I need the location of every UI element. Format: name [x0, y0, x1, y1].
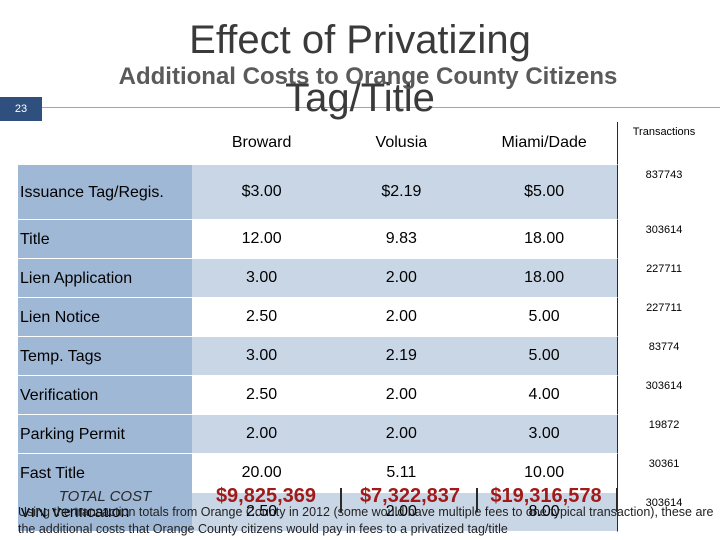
page-title-tag: Tag/Title [285, 76, 435, 120]
table-row: Temp. Tags 3.00 2.19 5.00 83774 [18, 337, 710, 376]
header-miami-dade: Miami/Dade [471, 122, 618, 165]
total-divider [340, 488, 342, 512]
total-row: TOTAL COST $9,825,369 $7,322,837 $19,316… [18, 482, 710, 512]
cell-volusia: 2.00 [331, 415, 472, 454]
cell-broward: 3.00 [191, 337, 332, 376]
table-row: Lien Application 3.00 2.00 18.00 227711 [18, 259, 710, 298]
cell-volusia: 2.19 [331, 337, 472, 376]
cell-transactions: 303614 [617, 376, 710, 415]
cell-miami-dade: 8.00 [471, 493, 618, 532]
cell-broward: 12.00 [191, 220, 332, 259]
cell-volusia: 2.00 [331, 493, 472, 532]
row-label: Issuance Tag/Regis. [18, 165, 192, 220]
row-label: Parking Permit [18, 415, 192, 454]
cell-transactions: 227711 [617, 259, 710, 298]
cell-broward: 2.00 [191, 415, 332, 454]
cell-miami-dade: 5.00 [471, 337, 618, 376]
page-title: Effect of Privatizing [189, 18, 531, 62]
header-transactions: Transactions [617, 122, 710, 165]
cell-volusia: 2.00 [331, 298, 472, 337]
fee-table: Broward Volusia Miami/Dade Transactions … [18, 122, 710, 532]
table-header-row: Broward Volusia Miami/Dade Transactions [18, 122, 710, 165]
cell-broward: 2.50 [191, 493, 332, 532]
total-divider [476, 488, 478, 512]
table-row: Title 12.00 9.83 18.00 303614 [18, 220, 710, 259]
row-label: Lien Application [18, 259, 192, 298]
cell-volusia: 2.00 [331, 376, 472, 415]
table-row: Parking Permit 2.00 2.00 3.00 19872 [18, 415, 710, 454]
cell-broward: 2.50 [191, 298, 332, 337]
cell-miami-dade: 4.00 [471, 376, 618, 415]
cell-transactions: 837743 [617, 165, 710, 220]
cell-transactions: 30361 [617, 454, 710, 493]
page-subtitle: Additional Costs to Orange County Citize… [118, 63, 618, 90]
row-label: Lien Notice [18, 298, 192, 337]
cell-broward: 2.50 [191, 376, 332, 415]
cell-miami-dade: 3.00 [471, 415, 618, 454]
cell-volusia: $2.19 [331, 165, 472, 220]
total-miami-dade: $19,316,578 [490, 485, 602, 507]
table-row: Verification 2.50 2.00 4.00 303614 [18, 376, 710, 415]
cell-volusia: 5.11 [331, 454, 472, 493]
cell-transactions: 303614 [617, 493, 710, 532]
total-broward: $9,825,369 [215, 485, 317, 507]
row-label: Title [18, 220, 192, 259]
cell-broward: 20.00 [191, 454, 332, 493]
table-row: Issuance Tag/Regis. $3.00 $2.19 $5.00 83… [18, 165, 710, 220]
total-divider [616, 488, 618, 512]
header-rule [42, 107, 720, 108]
cell-broward: $3.00 [191, 165, 332, 220]
cell-miami-dade: 10.00 [471, 454, 618, 493]
cell-miami-dade: 5.00 [471, 298, 618, 337]
cell-transactions: 227711 [617, 298, 710, 337]
cell-miami-dade: $5.00 [471, 165, 618, 220]
cell-miami-dade: 18.00 [471, 220, 618, 259]
row-label: Temp. Tags [18, 337, 192, 376]
header-broward: Broward [191, 122, 332, 165]
row-label: Verification [18, 376, 192, 415]
footnote: Using the transaction totals from Orange… [18, 505, 714, 536]
total-volusia: $7,322,837 [359, 485, 461, 507]
total-label: TOTAL COST [18, 486, 192, 508]
cell-miami-dade: 18.00 [471, 259, 618, 298]
table-row: Lien Notice 2.50 2.00 5.00 227711 [18, 298, 710, 337]
cell-volusia: 9.83 [331, 220, 472, 259]
slide-number: 23 [0, 97, 42, 121]
cell-transactions: 83774 [617, 337, 710, 376]
header-volusia: Volusia [331, 122, 472, 165]
header-blank [18, 122, 192, 165]
cell-broward: 3.00 [191, 259, 332, 298]
cell-transactions: 19872 [617, 415, 710, 454]
cell-volusia: 2.00 [331, 259, 472, 298]
cell-transactions: 303614 [617, 220, 710, 259]
